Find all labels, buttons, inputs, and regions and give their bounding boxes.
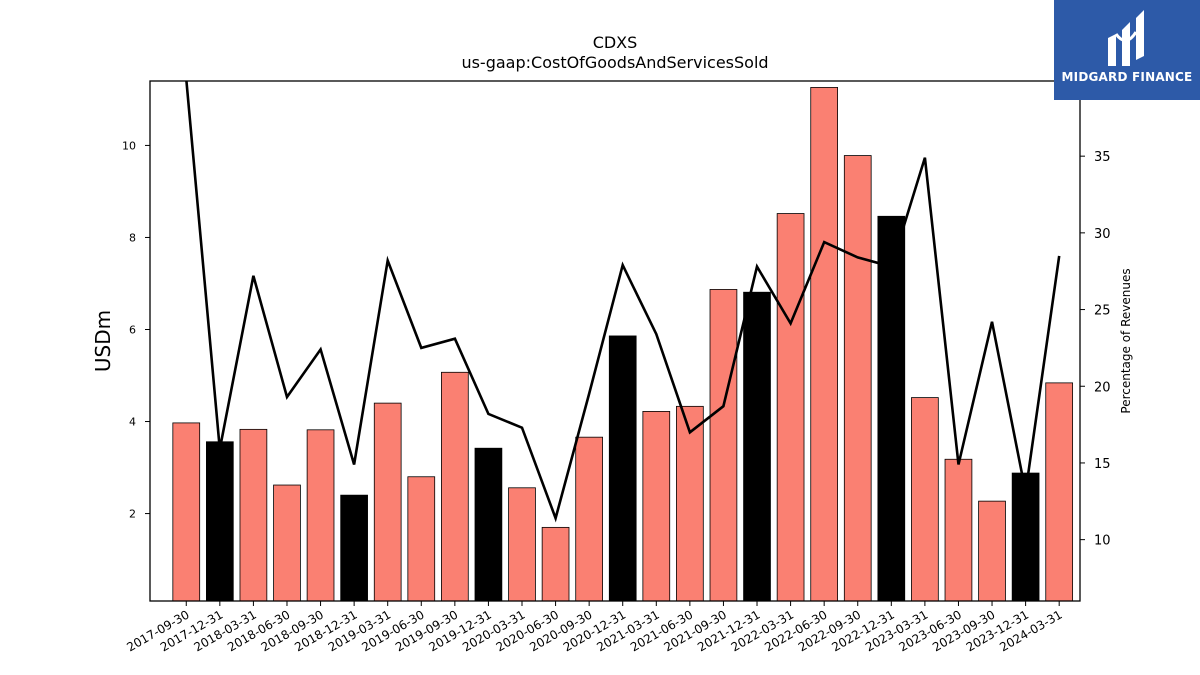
bar-2023-03-31 [911,397,939,602]
y-tick-label: 10 [122,139,136,152]
bar-2019-06-30 [407,476,436,602]
logo-mark-icon [1108,10,1144,66]
y-tick-label: 8 [129,231,136,244]
x-axis-ticks: 2017-09-302017-12-312018-03-312018-06-30… [124,601,1065,654]
bar-group [172,87,1074,602]
bar-2018-12-31 [340,494,368,602]
y2-tick-label: 20 [1094,380,1111,395]
bar-2017-09-30 [172,422,201,602]
bar-2018-06-30 [273,484,301,602]
y2-tick-label: 10 [1094,534,1111,549]
y-tick-label: 2 [129,508,136,521]
y2-tick-label: 30 [1094,227,1111,242]
y2-tick-label: 35 [1094,150,1111,165]
bar-2023-12-31 [1011,472,1040,602]
bar-2020-03-31 [508,487,536,602]
y2-tick-label: 25 [1094,304,1111,319]
bar-2023-06-30 [944,458,973,602]
percentage-line [185,81,1061,523]
bar-2019-12-31 [474,447,503,602]
bar-2018-09-30 [306,429,335,602]
bar-2024-03-31 [1045,382,1074,602]
left-axis-ticks: 2 4 6 8 10 [122,139,150,521]
y-tick-label: 4 [129,416,136,429]
logo-text: MIDGARD FINANCE [1061,70,1193,84]
bar-2021-09-30 [709,289,738,602]
line-group [185,81,1061,523]
chart-subtitle: us-gaap:CostOfGoodsAndServicesSold [461,53,768,72]
right-axis-ticks: 10 15 20 25 30 35 [1080,150,1111,549]
midgard-finance-logo: MIDGARD FINANCE [1054,0,1200,100]
bar-2018-03-31 [239,428,268,602]
bar-2022-09-30 [843,155,872,602]
bar-2017-12-31 [206,441,234,602]
bar-2021-12-31 [743,291,771,602]
bar-2020-12-31 [608,335,637,602]
bar-2020-09-30 [575,436,603,602]
y-axis-label: USDm [91,310,115,372]
y2-tick-label: 15 [1094,457,1111,472]
bar-2019-09-30 [441,371,469,602]
bar-2022-03-31 [776,213,805,602]
bar-2022-06-30 [810,87,838,602]
chart-title: CDXS [593,33,638,52]
y-tick-label: 6 [129,323,136,336]
y2-axis-label: Percentage of Revenues [1119,268,1133,413]
bar-2023-09-30 [978,500,1006,602]
bar-2021-06-30 [676,405,704,602]
bar-2021-03-31 [642,411,671,602]
plot-frame [149,80,1081,602]
bar-2019-03-31 [373,402,402,602]
bar-2022-12-31 [877,215,906,602]
bar-2020-06-30 [541,526,570,602]
